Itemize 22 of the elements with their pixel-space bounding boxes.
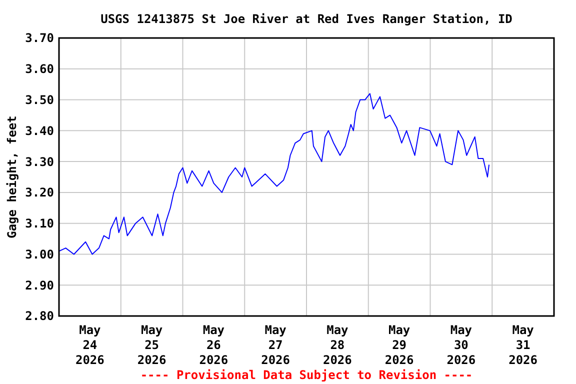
y-tick-label: 2.90 bbox=[25, 278, 54, 292]
chart-title: USGS 12413875 St Joe River at Red Ives Ranger Station, ID bbox=[100, 12, 512, 26]
y-tick-label: 3.00 bbox=[25, 247, 54, 262]
text: ---- Provisional Data Subject to Revision ---- bbox=[140, 368, 473, 382]
x-tick-label: May 25 2026 bbox=[137, 323, 166, 367]
y-tick-label: 3.20 bbox=[25, 186, 54, 200]
y-tick-label: 2.80 bbox=[25, 309, 54, 324]
x-tick-label: May 30 2026 bbox=[446, 323, 476, 367]
x-tick-label: May 26 2026 bbox=[199, 323, 228, 367]
x-tick-label: May 24 2026 bbox=[75, 323, 104, 367]
y-tick-label: 3.70 bbox=[25, 31, 54, 46]
x-tick-label: May 27 2026 bbox=[261, 323, 290, 367]
line-series bbox=[59, 93, 490, 255]
y-axis-title: Gage height, feet bbox=[5, 116, 19, 238]
y-tick-label: 3.40 bbox=[25, 124, 54, 138]
x-tick-label: May 29 2026 bbox=[384, 323, 414, 367]
x-tick-label: May 31 2026 bbox=[508, 323, 538, 367]
y-tick-label: 3.10 bbox=[25, 216, 54, 231]
y-tick-label: 3.50 bbox=[25, 92, 54, 107]
y-tick-label: 3.30 bbox=[25, 154, 54, 169]
x-tick-label: May 28 2026 bbox=[322, 323, 352, 367]
y-tick-label: 3.60 bbox=[25, 62, 54, 76]
